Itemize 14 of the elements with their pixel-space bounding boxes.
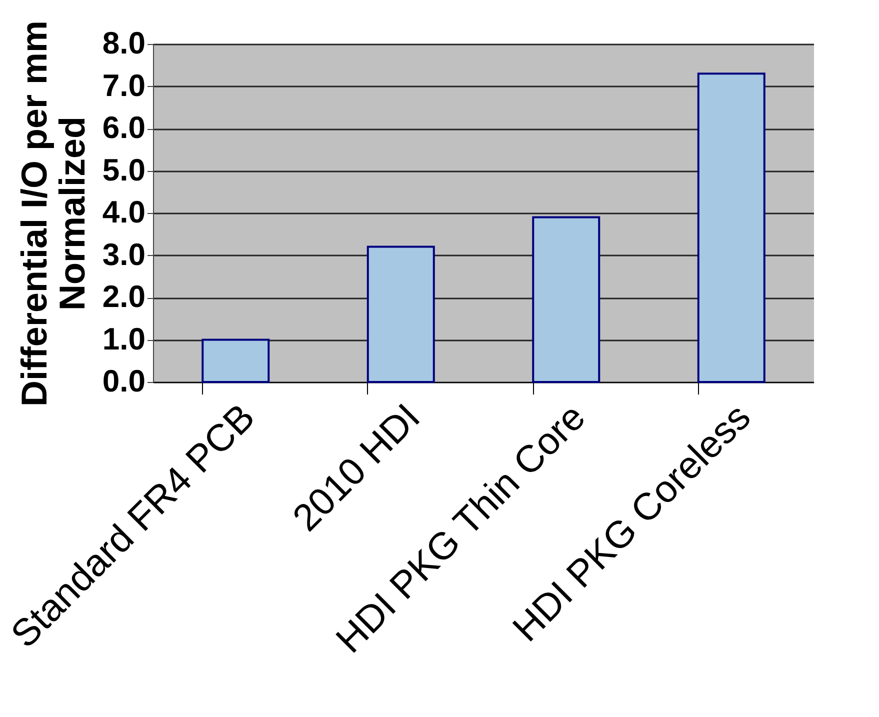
- y-tick-label: 3.0: [102, 236, 146, 272]
- bar: [366, 246, 435, 383]
- y-axis-title: Differential I/O per mm Normalized: [13, 20, 92, 407]
- y-tick-label: 4.0: [102, 194, 146, 230]
- bar: [532, 216, 600, 383]
- bar: [202, 338, 270, 383]
- y-tick-label: 5.0: [102, 152, 146, 188]
- y-tick-label: 1.0: [102, 321, 146, 356]
- y-tick-label: 2.0: [102, 279, 146, 314]
- y-tick-label: 6.0: [102, 110, 146, 145]
- y-tick-label: 8.0: [102, 26, 146, 60]
- y-tick-label: 0.0: [102, 364, 146, 398]
- y-tick-label: 7.0: [102, 68, 146, 103]
- bar: [697, 72, 766, 383]
